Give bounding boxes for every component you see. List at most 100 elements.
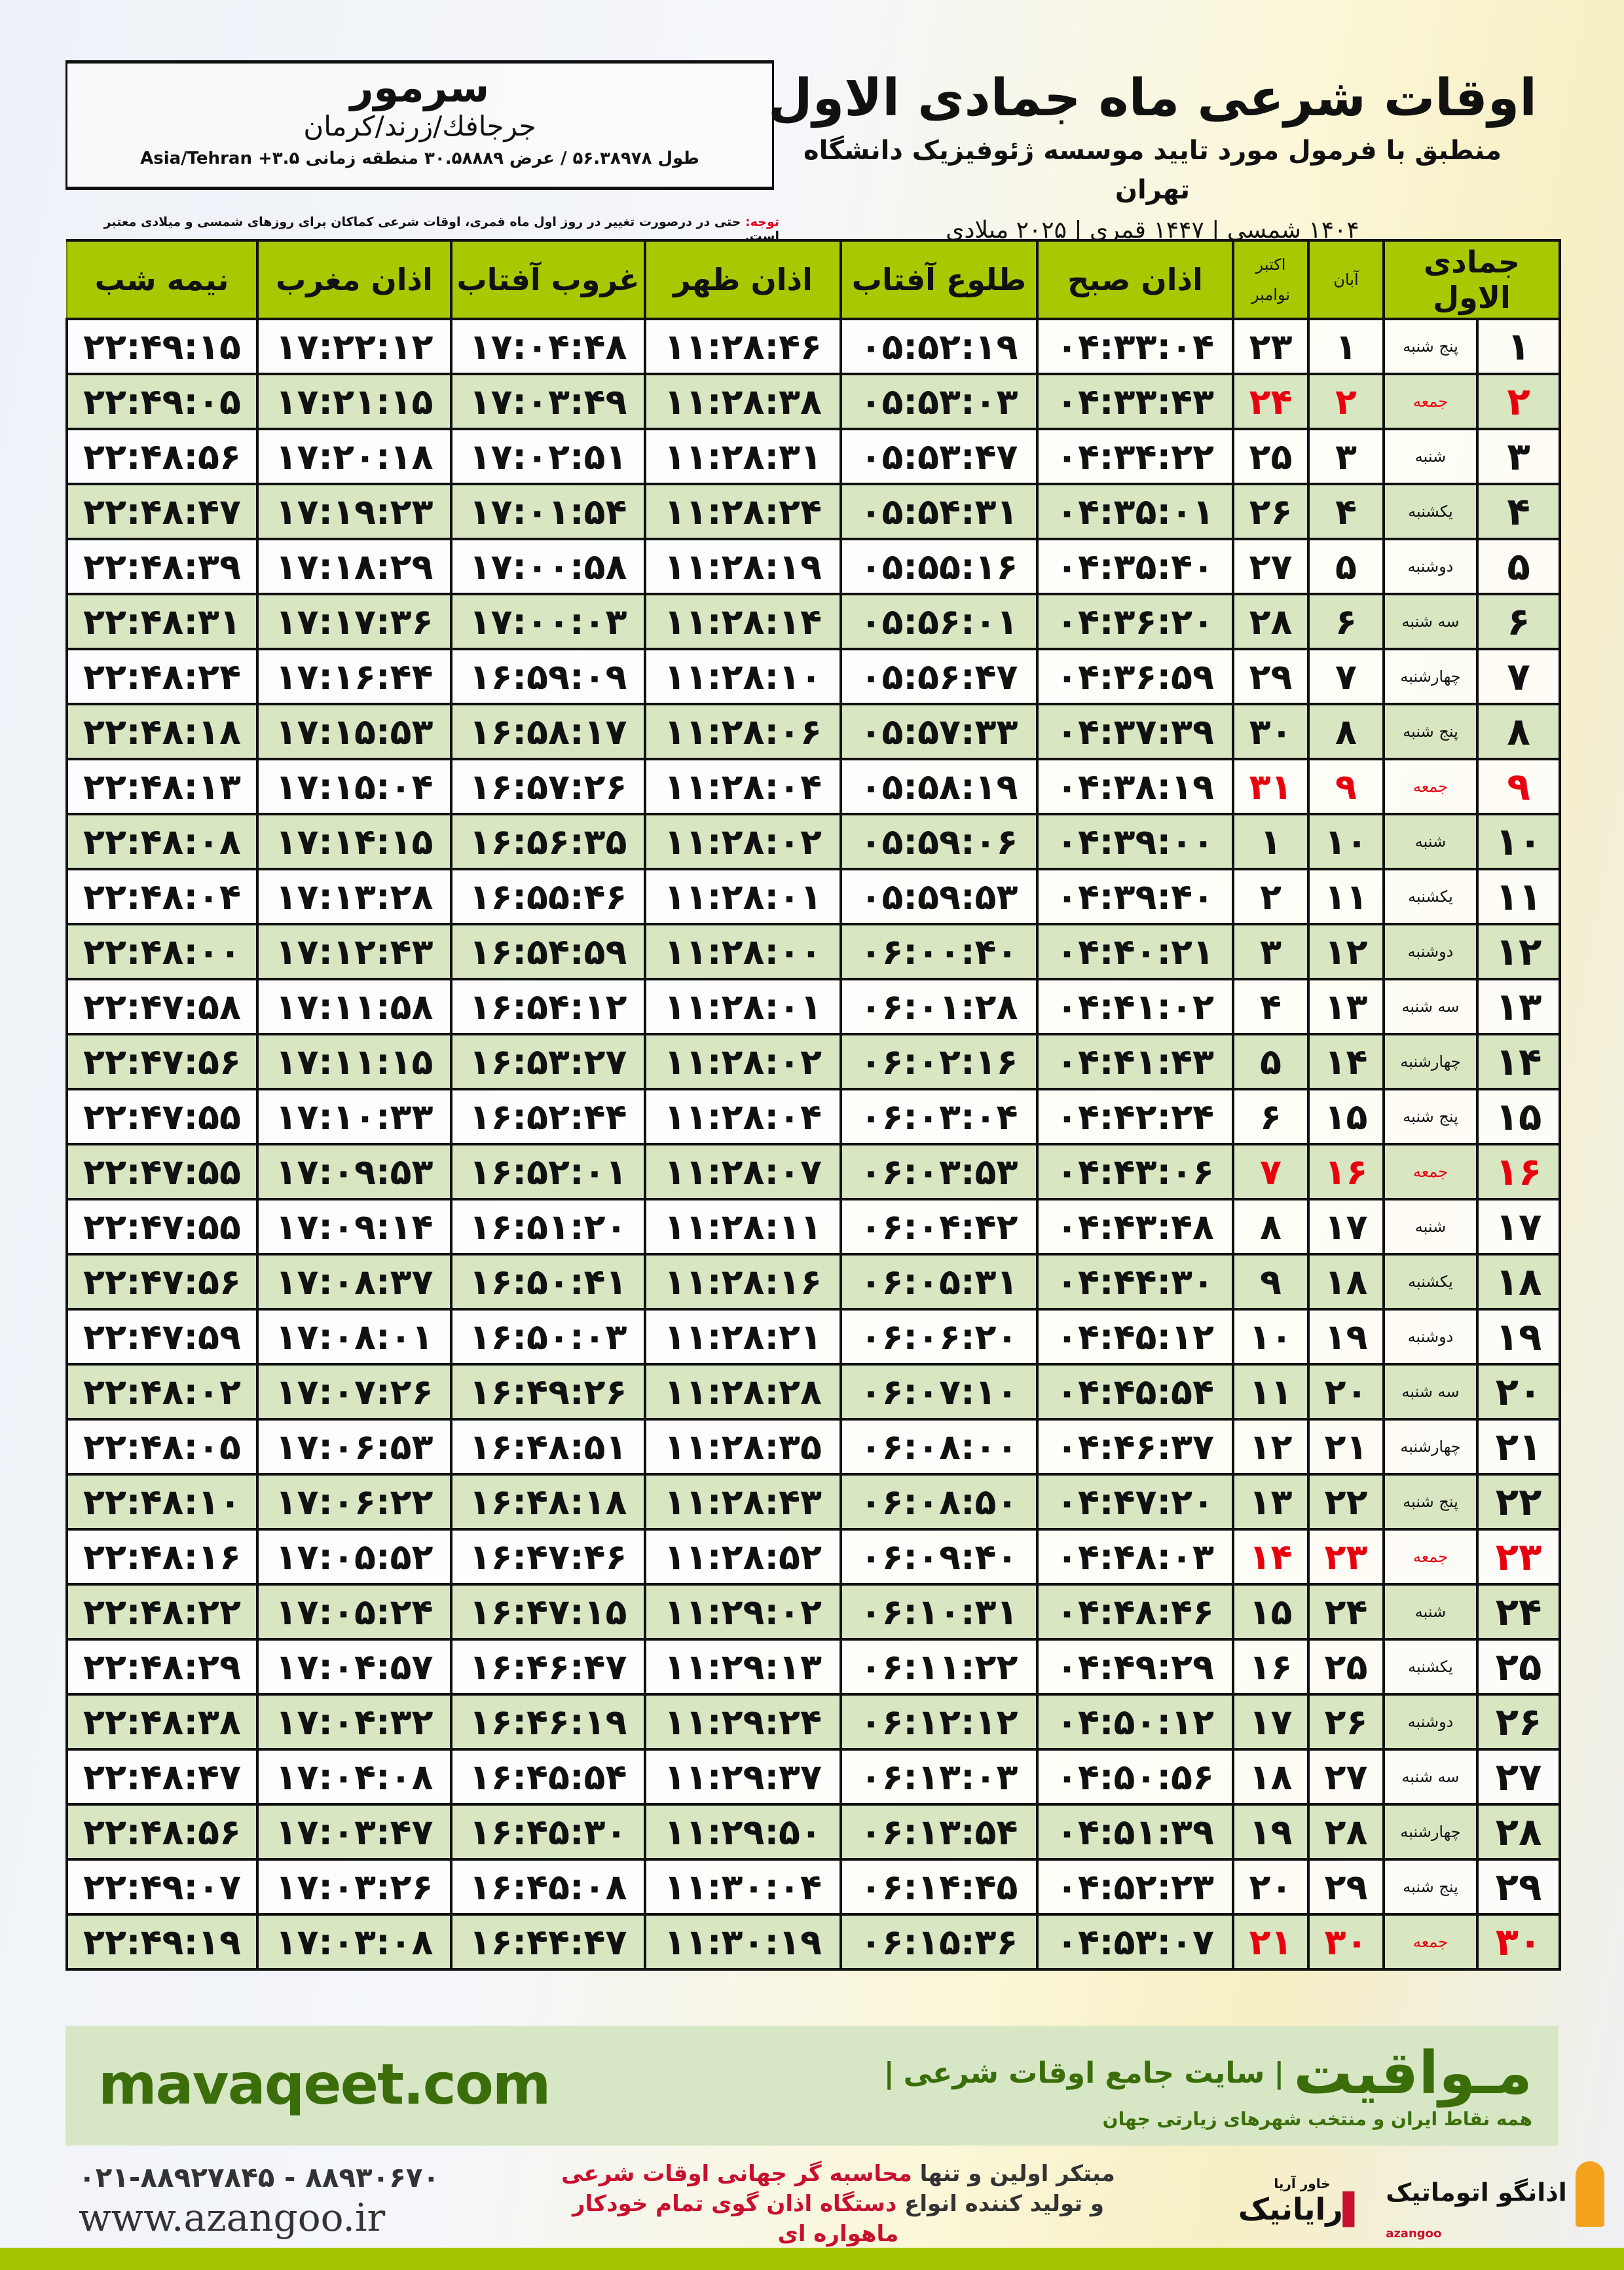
cell-weekday: دوشنبه xyxy=(1382,538,1479,595)
cell-weekday: چهارشنبه xyxy=(1382,1033,1479,1090)
promo-line2a: و تولید کننده انواع xyxy=(896,2191,1105,2217)
cell-ghorub: ۱۶:۵۴:۱۲ xyxy=(450,978,646,1035)
cell-gregorian-day: ۳۱ xyxy=(1232,758,1310,815)
table-row: ۵ دوشنبه ۵ ۲۷ ۰۴:۳۵:۴۰ ۰۵:۵۵:۱۶ ۱۱:۲۸:۱۹ ۱۷:۰۰:… xyxy=(65,538,1562,595)
cell-sobh: ۰۴:۳۸:۱۹ xyxy=(1036,758,1234,815)
cell-aban-day: ۱۸ xyxy=(1307,1253,1385,1311)
cell-maghreb: ۱۷:۱۲:۴۳ xyxy=(256,923,452,980)
cell-sobh: ۰۴:۳۶:۲۰ xyxy=(1036,593,1234,650)
cell-zohr: ۱۱:۳۰:۰۴ xyxy=(644,1858,842,1916)
table-row: ۳۰ جمعه ۳۰ ۲۱ ۰۴:۵۳:۰۷ ۰۶:۱۵:۳۶ ۱۱:۳۰:۱۹ ۱۶:۴۴:… xyxy=(65,1913,1562,1971)
cell-ghorub: ۱۶:۵۳:۲۷ xyxy=(450,1033,646,1090)
banner-slogan: مـواقیت | سایت جامع اوقات شرعی | همه نقا… xyxy=(563,2032,1532,2140)
cell-weekday: یکشنبه xyxy=(1382,1638,1479,1696)
site-link[interactable]: mavaqeet.com xyxy=(98,2052,551,2117)
rayanik-bar-icon: ▌ xyxy=(1342,2191,1367,2227)
cell-sobh: ۰۴:۴۳:۴۸ xyxy=(1036,1198,1234,1256)
rayanik-sub: خاور آریا xyxy=(1274,2175,1331,2191)
azangoo-sub: azangoo xyxy=(1386,2227,1442,2241)
cell-hijri-day: ۱۴ xyxy=(1476,1033,1562,1090)
cell-ghorub: ۱۶:۴۷:۱۵ xyxy=(450,1583,646,1641)
cell-ghorub: ۱۶:۴۹:۲۶ xyxy=(450,1363,646,1421)
cell-hijri-day: ۱۰ xyxy=(1476,813,1562,870)
cell-maghreb: ۱۷:۱۹:۲۳ xyxy=(256,483,452,540)
cell-tolu: ۰۶:۱۴:۴۵ xyxy=(840,1858,1039,1916)
cell-zohr: ۱۱:۲۹:۳۷ xyxy=(644,1748,842,1806)
table-row: ۱۴ چهارشنبه ۱۴ ۵ ۰۴:۴۱:۴۳ ۰۶:۰۲:۱۶ ۱۱:۲۸:۰۲ ۱۶:… xyxy=(65,1033,1562,1090)
cell-aban-day: ۱۰ xyxy=(1307,813,1385,870)
cell-hijri-day: ۱۲ xyxy=(1476,923,1562,980)
cell-weekday: پنج شنبه xyxy=(1382,703,1479,760)
cell-tolu: ۰۵:۵۹:۰۶ xyxy=(840,813,1039,870)
mosque-dome-icon xyxy=(1576,2161,1604,2227)
cell-ghorub: ۱۶:۴۵:۳۰ xyxy=(450,1803,646,1861)
cell-zohr: ۱۱:۳۰:۱۹ xyxy=(644,1913,842,1971)
city-name: سرمور xyxy=(350,64,490,111)
cell-gregorian-day: ۲۸ xyxy=(1232,593,1310,650)
cell-hijri-day: ۱۵ xyxy=(1476,1088,1562,1145)
table-row: ۶ سه شنبه ۶ ۲۸ ۰۴:۳۶:۲۰ ۰۵:۵۶:۰۱ ۱۱:۲۸:۱۴ ۱۷:۰۰… xyxy=(65,593,1562,650)
promo-text: مبتکر اولین و تنها محاسبه گر جهانی اوقات… xyxy=(557,2159,1120,2249)
cell-tolu: ۰۵:۵۶:۰۱ xyxy=(840,593,1039,650)
cell-nime: ۲۲:۴۹:۱۵ xyxy=(65,318,259,375)
header-tolu: طلوع آفتاب xyxy=(840,239,1039,320)
cell-aban-day: ۲۶ xyxy=(1307,1693,1385,1751)
cell-maghreb: ۱۷:۰۴:۰۸ xyxy=(256,1748,452,1806)
cell-ghorub: ۱۶:۴۶:۱۹ xyxy=(450,1693,646,1751)
cell-ghorub: ۱۷:۰۲:۵۱ xyxy=(450,428,646,485)
cell-nime: ۲۲:۴۹:۰۵ xyxy=(65,373,259,430)
cell-sobh: ۰۴:۴۰:۲۱ xyxy=(1036,923,1234,980)
separator-2: | xyxy=(883,2056,895,2090)
cell-gregorian-day: ۱۰ xyxy=(1232,1308,1310,1366)
cell-ghorub: ۱۶:۴۶:۴۷ xyxy=(450,1638,646,1696)
cell-nime: ۲۲:۴۸:۴۷ xyxy=(65,483,259,540)
table-row: ۱۱ یکشنبه ۱۱ ۲ ۰۴:۳۹:۴۰ ۰۵:۵۹:۵۳ ۱۱:۲۸:۰۱ ۱۶:۵۵… xyxy=(65,868,1562,925)
cell-weekday: جمعه xyxy=(1382,373,1479,430)
cell-zohr: ۱۱:۲۸:۲۸ xyxy=(644,1363,842,1421)
separator: | xyxy=(1274,2056,1285,2090)
cell-weekday: پنج شنبه xyxy=(1382,318,1479,375)
cell-nime: ۲۲:۴۸:۲۹ xyxy=(65,1638,259,1696)
rayanik-logo: خاور آریا ▌رایانیک xyxy=(1238,2176,1366,2227)
cell-sobh: ۰۴:۴۸:۴۶ xyxy=(1036,1583,1234,1641)
cell-hijri-day: ۲۶ xyxy=(1476,1693,1562,1751)
cell-nime: ۲۲:۴۷:۵۵ xyxy=(65,1143,259,1200)
cell-tolu: ۰۶:۱۳:۰۳ xyxy=(840,1748,1039,1806)
promo-line1b: محاسبه گر جهانی اوقات شرعی xyxy=(561,2161,912,2187)
table-row: ۱۸ یکشنبه ۱۸ ۹ ۰۴:۴۴:۳۰ ۰۶:۰۵:۳۱ ۱۱:۲۸:۱۶ ۱۶:۵۰… xyxy=(65,1253,1562,1311)
cell-tolu: ۰۵:۵۵:۱۶ xyxy=(840,538,1039,595)
cell-nime: ۲۲:۴۸:۵۶ xyxy=(65,1803,259,1861)
header-nime: نیمه شب xyxy=(66,239,259,320)
cell-sobh: ۰۴:۴۵:۵۴ xyxy=(1036,1363,1234,1421)
table-row: ۲۱ چهارشنبه ۲۱ ۱۲ ۰۴:۴۶:۳۷ ۰۶:۰۸:۰۰ ۱۱:۲۸:۳۵ ۱۶… xyxy=(65,1418,1562,1476)
header-ghorub: غروب آفتاب xyxy=(451,239,646,320)
cell-hijri-day: ۱۶ xyxy=(1476,1143,1562,1200)
tagline: سایت جامع اوقات شرعی xyxy=(903,2056,1265,2090)
table-row: ۲۸ چهارشنبه ۲۸ ۱۹ ۰۴:۵۱:۳۹ ۰۶:۱۳:۵۴ ۱۱:۲۹:۵۰ ۱۶… xyxy=(65,1803,1562,1861)
cell-nime: ۲۲:۴۸:۱۶ xyxy=(65,1528,259,1586)
cell-aban-day: ۲۳ xyxy=(1307,1528,1385,1586)
page-title: اوقات شرعی ماه جمادی الاول xyxy=(768,69,1537,128)
cell-gregorian-day: ۸ xyxy=(1232,1198,1310,1256)
cell-ghorub: ۱۶:۵۰:۰۳ xyxy=(450,1308,646,1366)
cell-weekday: جمعه xyxy=(1382,1143,1479,1200)
azangoo-url[interactable]: www.azangoo.ir xyxy=(79,2195,386,2240)
cell-tolu: ۰۶:۱۱:۲۲ xyxy=(840,1638,1039,1696)
cell-maghreb: ۱۷:۰۵:۵۲ xyxy=(256,1528,452,1586)
cell-gregorian-day: ۲۳ xyxy=(1232,318,1310,375)
cell-ghorub: ۱۷:۰۰:۵۸ xyxy=(450,538,646,595)
cell-nime: ۲۲:۴۸:۰۴ xyxy=(65,868,259,925)
cell-weekday: دوشنبه xyxy=(1382,923,1479,980)
cell-tolu: ۰۶:۰۵:۳۱ xyxy=(840,1253,1039,1311)
cell-hijri-day: ۲۰ xyxy=(1476,1363,1562,1421)
cell-aban-day: ۳۰ xyxy=(1307,1913,1385,1971)
table-row: ۲۹ پنج شنبه ۲۹ ۲۰ ۰۴:۵۲:۲۳ ۰۶:۱۴:۴۵ ۱۱:۳۰:۰۴ ۱۶… xyxy=(65,1858,1562,1916)
cell-nime: ۲۲:۴۸:۳۱ xyxy=(65,593,259,650)
cell-gregorian-day: ۱ xyxy=(1232,813,1310,870)
cell-gregorian-day: ۳۰ xyxy=(1232,703,1310,760)
cell-sobh: ۰۴:۴۳:۰۶ xyxy=(1036,1143,1234,1200)
cell-tolu: ۰۶:۰۳:۵۳ xyxy=(840,1143,1039,1200)
cell-tolu: ۰۶:۰۳:۰۴ xyxy=(840,1088,1039,1145)
cell-zohr: ۱۱:۲۹:۲۴ xyxy=(644,1693,842,1751)
cell-sobh: ۰۴:۳۷:۳۹ xyxy=(1036,703,1234,760)
